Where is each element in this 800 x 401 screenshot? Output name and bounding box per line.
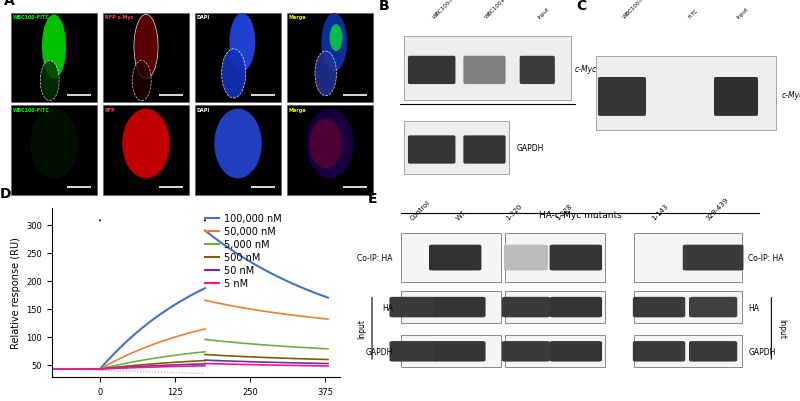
Text: WBC100+WBC100-FITC: WBC100+WBC100-FITC xyxy=(485,0,534,20)
Text: 1-328: 1-328 xyxy=(555,202,574,221)
Text: 1-320: 1-320 xyxy=(505,202,524,221)
Ellipse shape xyxy=(40,61,59,101)
Text: c-Myc: c-Myc xyxy=(574,65,597,73)
Ellipse shape xyxy=(315,52,337,97)
Text: HA: HA xyxy=(749,303,759,312)
Ellipse shape xyxy=(214,109,262,179)
FancyBboxPatch shape xyxy=(463,57,506,85)
FancyBboxPatch shape xyxy=(633,297,686,318)
Text: Co-IP: HA: Co-IP: HA xyxy=(358,253,393,262)
Ellipse shape xyxy=(30,109,78,179)
FancyBboxPatch shape xyxy=(550,341,602,362)
Text: GAPDH: GAPDH xyxy=(366,347,393,356)
Text: Control: Control xyxy=(410,199,431,221)
Text: HA-c-Myc mutants: HA-c-Myc mutants xyxy=(538,210,622,219)
FancyBboxPatch shape xyxy=(433,297,486,318)
FancyBboxPatch shape xyxy=(403,122,509,175)
Text: WBC100-FITC: WBC100-FITC xyxy=(622,0,651,20)
FancyBboxPatch shape xyxy=(429,245,482,271)
FancyBboxPatch shape xyxy=(634,336,742,367)
Y-axis label: Relative response (RU): Relative response (RU) xyxy=(11,237,21,348)
FancyBboxPatch shape xyxy=(403,37,570,101)
FancyBboxPatch shape xyxy=(401,233,501,283)
Text: Input: Input xyxy=(778,318,786,338)
Ellipse shape xyxy=(122,109,170,179)
Text: GAPDH: GAPDH xyxy=(516,144,543,153)
FancyBboxPatch shape xyxy=(634,292,742,323)
FancyBboxPatch shape xyxy=(401,336,501,367)
FancyBboxPatch shape xyxy=(401,292,501,323)
Text: RFP: RFP xyxy=(105,107,115,113)
FancyBboxPatch shape xyxy=(433,341,486,362)
FancyBboxPatch shape xyxy=(682,245,743,271)
FancyBboxPatch shape xyxy=(390,341,438,362)
Text: E: E xyxy=(368,191,378,205)
Text: DAPI: DAPI xyxy=(197,107,210,113)
FancyBboxPatch shape xyxy=(408,136,455,164)
Bar xyxy=(195,106,281,195)
FancyBboxPatch shape xyxy=(689,297,738,318)
FancyBboxPatch shape xyxy=(520,57,555,85)
Text: c-Myc: c-Myc xyxy=(782,91,800,100)
FancyBboxPatch shape xyxy=(689,341,738,362)
FancyBboxPatch shape xyxy=(598,78,646,117)
Bar xyxy=(11,14,97,103)
FancyBboxPatch shape xyxy=(505,233,605,283)
FancyBboxPatch shape xyxy=(463,136,506,164)
Text: A: A xyxy=(4,0,15,8)
FancyBboxPatch shape xyxy=(550,245,602,271)
Ellipse shape xyxy=(322,14,347,72)
FancyBboxPatch shape xyxy=(502,297,550,318)
Text: WBC100-FITC: WBC100-FITC xyxy=(13,107,50,113)
FancyBboxPatch shape xyxy=(550,297,602,318)
FancyBboxPatch shape xyxy=(504,245,548,271)
Bar xyxy=(195,14,281,103)
Ellipse shape xyxy=(134,15,158,79)
Bar xyxy=(103,14,189,103)
Ellipse shape xyxy=(42,15,66,79)
FancyBboxPatch shape xyxy=(634,233,742,283)
Ellipse shape xyxy=(330,25,342,52)
Text: RFP c-Myc: RFP c-Myc xyxy=(105,15,133,20)
Legend: 100,000 nM, 50,000 nM, 5,000 nM, 500 nM, 50 nM, 5 nM: 100,000 nM, 50,000 nM, 5,000 nM, 500 nM,… xyxy=(201,210,286,292)
Bar xyxy=(103,106,189,195)
Text: 329-439: 329-439 xyxy=(705,196,730,221)
Text: WBC100-FITC: WBC100-FITC xyxy=(432,0,461,20)
Text: GAPDH: GAPDH xyxy=(749,347,776,356)
FancyBboxPatch shape xyxy=(633,341,686,362)
Ellipse shape xyxy=(132,61,151,101)
FancyBboxPatch shape xyxy=(505,336,605,367)
FancyBboxPatch shape xyxy=(502,341,550,362)
FancyBboxPatch shape xyxy=(671,78,705,117)
Text: D: D xyxy=(0,186,12,200)
Text: WT: WT xyxy=(455,209,467,221)
Text: Co-IP: HA: Co-IP: HA xyxy=(749,253,784,262)
Ellipse shape xyxy=(222,50,246,99)
Text: Input: Input xyxy=(736,6,750,20)
Text: WBC100-FITC: WBC100-FITC xyxy=(13,15,50,20)
Text: Input: Input xyxy=(357,318,366,338)
Bar xyxy=(11,106,97,195)
Text: FITC: FITC xyxy=(688,8,699,20)
Text: Input: Input xyxy=(538,6,551,20)
FancyBboxPatch shape xyxy=(408,57,455,85)
Text: 1-143: 1-143 xyxy=(650,202,670,221)
Text: HA: HA xyxy=(382,303,393,312)
Ellipse shape xyxy=(310,119,342,169)
FancyBboxPatch shape xyxy=(596,57,776,131)
FancyBboxPatch shape xyxy=(390,297,438,318)
Bar xyxy=(287,106,373,195)
Text: Merge: Merge xyxy=(289,15,306,20)
Ellipse shape xyxy=(230,14,255,72)
Text: C: C xyxy=(576,0,586,12)
Bar xyxy=(287,14,373,103)
Text: Merge: Merge xyxy=(289,107,306,113)
Text: DAPI: DAPI xyxy=(197,15,210,20)
FancyBboxPatch shape xyxy=(505,292,605,323)
Text: B: B xyxy=(379,0,390,12)
FancyBboxPatch shape xyxy=(714,78,758,117)
Ellipse shape xyxy=(306,109,354,179)
